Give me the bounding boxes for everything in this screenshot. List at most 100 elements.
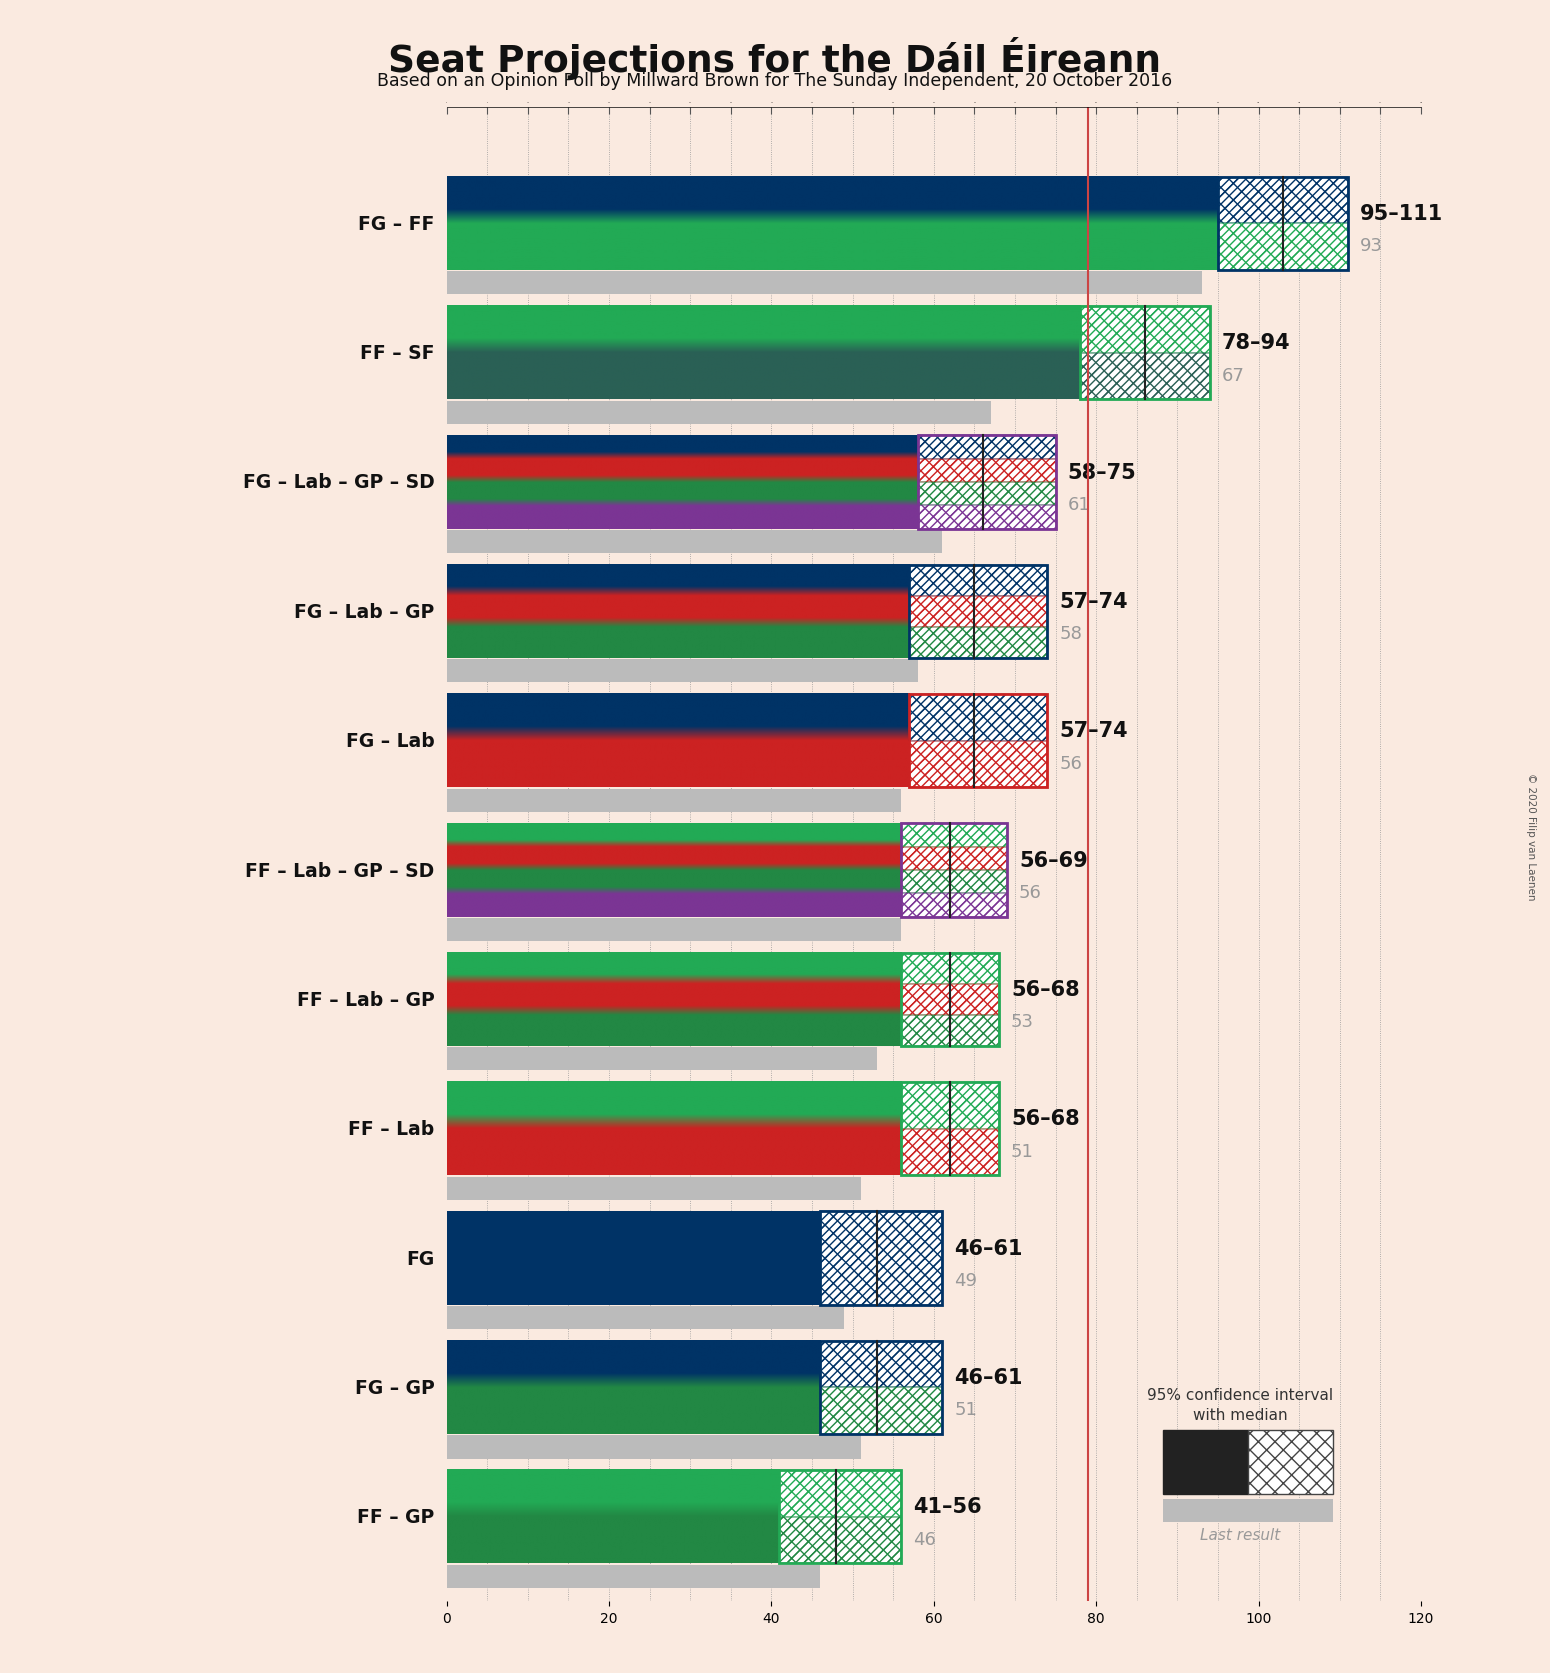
Bar [910,565,1048,597]
Bar [901,847,1008,870]
Bar [901,954,998,1046]
Bar [910,597,1048,627]
Bar [910,565,1048,597]
Bar [446,273,1201,294]
Bar [910,597,1048,627]
Bar [820,1211,942,1305]
Bar [918,437,1056,529]
Bar [901,1082,998,1129]
Bar [901,825,1008,847]
Text: 41–56: 41–56 [913,1496,983,1516]
Bar [780,1471,901,1517]
Bar [910,565,1048,597]
Text: FF – SF: FF – SF [360,345,434,363]
Bar [1080,306,1211,353]
Text: 51: 51 [1011,1143,1034,1159]
Bar [918,437,1056,460]
Bar [446,790,901,813]
Bar [901,825,1008,847]
Bar [901,984,998,1016]
Text: 57–74: 57–74 [1060,721,1128,741]
Text: FG – GP: FG – GP [355,1379,434,1397]
Bar [918,460,1056,483]
Bar [901,1016,998,1046]
Text: FF – Lab – GP: FF – Lab – GP [296,990,434,1009]
Bar [901,893,1008,917]
Bar [918,505,1056,529]
Bar [910,627,1048,659]
Text: © 2020 Filip van Laenen: © 2020 Filip van Laenen [1527,773,1536,900]
Bar [901,984,998,1016]
Bar [820,1387,942,1434]
Bar [780,1471,901,1517]
Bar [918,505,1056,529]
Text: 58: 58 [1060,626,1082,642]
Bar [446,530,942,554]
Text: 51: 51 [955,1400,976,1419]
Text: FG – Lab – GP – SD: FG – Lab – GP – SD [243,473,434,492]
Bar [918,437,1056,460]
Bar [780,1517,901,1563]
Bar [446,659,918,683]
Bar [1218,224,1348,271]
Bar [1218,177,1348,224]
Text: 61: 61 [1068,495,1091,514]
Bar [446,1176,860,1200]
Bar [780,1517,901,1563]
Bar [1080,353,1211,400]
Text: FF – Lab: FF – Lab [349,1119,434,1139]
Bar [910,741,1048,788]
Bar [910,565,1048,659]
Bar [910,597,1048,627]
Bar [901,870,1008,893]
Text: 78–94: 78–94 [1221,333,1291,353]
Bar [1080,353,1211,400]
Bar [910,741,1048,788]
Text: 57–74: 57–74 [1060,592,1128,612]
Bar [901,1129,998,1176]
Bar [901,893,1008,917]
Bar [901,954,998,984]
Bar [901,847,1008,870]
Text: 46–61: 46–61 [955,1367,1023,1387]
Bar [446,1435,860,1459]
Text: 56–68: 56–68 [1011,979,1079,999]
Text: Last result: Last result [1200,1527,1280,1543]
Bar [910,741,1048,788]
Bar [901,984,998,1016]
Bar [910,694,1048,788]
Bar [901,1129,998,1176]
Text: Based on an Opinion Poll by Millward Brown for The Sunday Independent, 20 Octobe: Based on an Opinion Poll by Millward Bro… [377,72,1173,90]
Text: FG – Lab – GP: FG – Lab – GP [294,602,434,621]
Bar [780,1517,901,1563]
Bar [901,825,1008,847]
Bar [820,1211,942,1305]
Bar [820,1342,942,1434]
Bar [820,1342,942,1387]
Text: FG: FG [406,1248,434,1268]
Text: 49: 49 [955,1271,976,1290]
Bar [901,1016,998,1046]
Bar [901,847,1008,870]
Bar [1218,177,1348,271]
Bar [820,1387,942,1434]
Bar [446,1211,820,1305]
Bar [910,627,1048,659]
Bar [1080,306,1211,400]
Text: 56–69: 56–69 [1018,850,1088,870]
Bar [901,825,1008,917]
Text: 58–75: 58–75 [1068,462,1136,482]
Bar [446,1047,877,1071]
Bar [901,870,1008,893]
Text: 53: 53 [1011,1012,1034,1031]
Text: Seat Projections for the Dáil Éireann: Seat Projections for the Dáil Éireann [389,37,1161,80]
Bar [901,1082,998,1129]
Bar [446,402,990,425]
Bar [901,954,998,984]
Bar [901,954,998,984]
Text: 95–111: 95–111 [1361,204,1443,224]
Text: 56: 56 [1060,755,1082,773]
Text: 46–61: 46–61 [955,1238,1023,1258]
Bar [1080,306,1211,353]
Bar [918,460,1056,483]
